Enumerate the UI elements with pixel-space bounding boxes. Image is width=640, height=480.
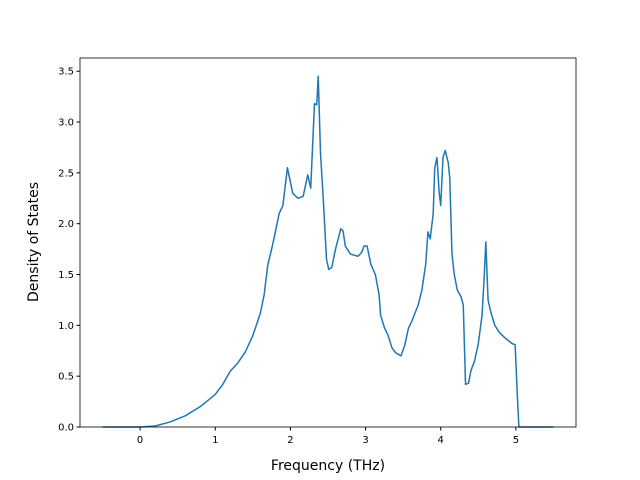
x-tick-label: 2 [287, 435, 293, 446]
x-tick-label: 1 [212, 435, 218, 446]
x-tick-label: 5 [513, 435, 519, 446]
y-tick-label: 0.5 [58, 372, 74, 383]
x-tick-label: 3 [362, 435, 368, 446]
y-tick-label: 3.0 [58, 118, 74, 129]
x-tick-label: 4 [438, 435, 444, 446]
y-tick-label: 2.0 [58, 219, 74, 230]
y-axis-label: Density of States [26, 182, 42, 302]
x-tick-label: 0 [137, 435, 143, 446]
y-tick-label: 0.0 [58, 423, 74, 434]
axes-frame [79, 57, 577, 428]
x-axis-label: Frequency (THz) [271, 458, 385, 474]
line [102, 75, 554, 428]
y-tick-label: 2.5 [58, 168, 74, 179]
y-tick-label: 3.5 [58, 67, 74, 78]
y-tick-label: 1.0 [58, 321, 74, 332]
y-tick-label: 1.5 [58, 270, 74, 281]
